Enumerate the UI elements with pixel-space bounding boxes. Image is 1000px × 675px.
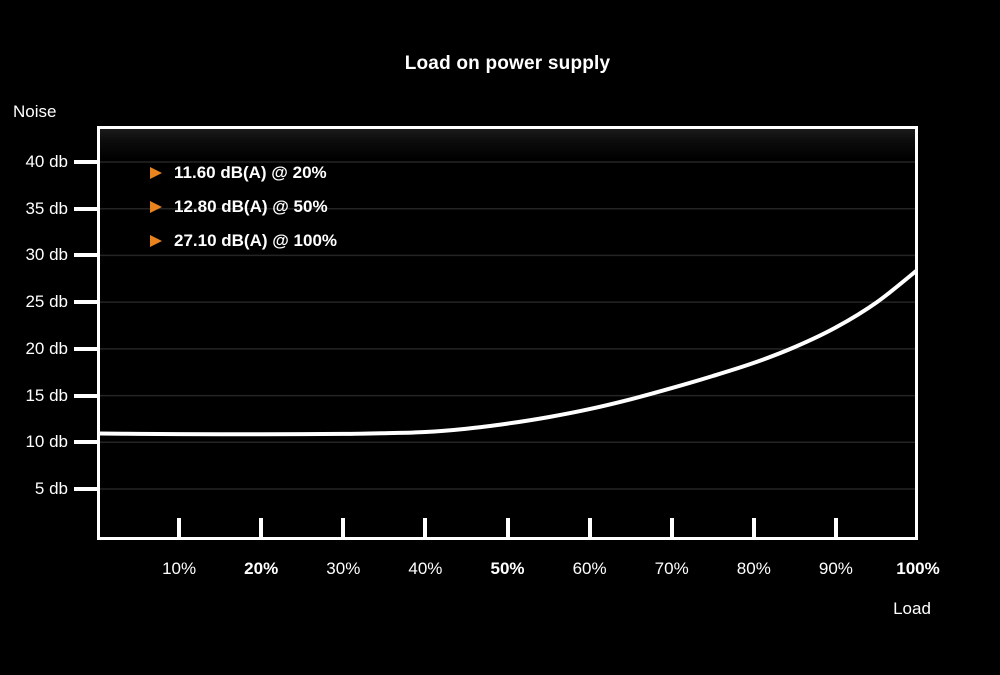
x-axis-tick [423,518,428,537]
annotation: 12.80 dB(A) @ 50% [150,195,337,218]
y-axis-label: 25 db [25,292,68,312]
y-axis-label: 30 db [25,245,68,265]
y-axis-tick [74,160,99,164]
x-axis-label: 80% [736,559,771,578]
y-axis-tick [74,346,99,351]
triangle-marker-icon [150,200,162,213]
y-axis-tick [74,393,99,398]
y-axis-tick [74,206,99,211]
x-axis-label: 50% [490,559,525,578]
annotation-list: 11.60 dB(A) @ 20% 12.80 dB(A) @ 50% 27.1… [150,161,337,252]
y-axis-tick [74,487,99,491]
annotation-text: 12.80 dB(A) @ 50% [174,196,328,216]
plot-top-gradient [100,129,915,159]
y-axis-label: 20 db [25,338,68,358]
annotation-text: 11.60 dB(A) @ 20% [174,162,327,182]
x-axis-tick [259,518,264,537]
y-axis-tick [74,300,99,305]
y-axis-label: 15 db [25,385,68,405]
x-axis-label: 30% [326,559,361,578]
chart-title: Load on power supply [404,53,611,74]
y-axis-tick [74,253,99,258]
x-axis-label: 40% [408,559,443,578]
triangle-marker-icon [150,234,162,247]
annotation-text: 27.10 dB(A) @ 100% [174,230,338,250]
plot-area: 11.60 dB(A) @ 20% 12.80 dB(A) @ 50% 27.1… [97,126,918,540]
annotation: 27.10 dB(A) @ 100% [150,229,337,252]
x-axis-label: 70% [654,559,689,578]
x-axis-tick [669,518,674,537]
noise-curve-svg [100,161,915,490]
x-axis-label: 100% [896,559,940,578]
x-axis-tick [505,518,510,537]
x-axis-title: Load [893,599,931,618]
y-axis-label: 5 db [34,479,68,498]
noise-curve [100,269,915,437]
y-axis-label: 10 db [25,432,68,452]
y-axis-label: 40 db [25,152,68,171]
triangle-marker-icon [150,166,162,179]
y-axis-tick [74,440,99,445]
x-axis-tick [177,518,182,537]
x-axis-tick [751,518,756,537]
x-axis-label: 10% [162,559,197,578]
y-axis-title: Noise [13,102,57,121]
x-axis-label: 60% [572,559,607,578]
x-axis-label: 90% [818,559,853,578]
x-axis-label: 20% [244,559,279,578]
x-axis-tick [587,518,592,537]
annotation: 11.60 dB(A) @ 20% [150,161,337,184]
x-axis-tick [341,518,346,537]
x-axis-tick [833,518,838,537]
y-axis-label: 35 db [25,198,68,218]
